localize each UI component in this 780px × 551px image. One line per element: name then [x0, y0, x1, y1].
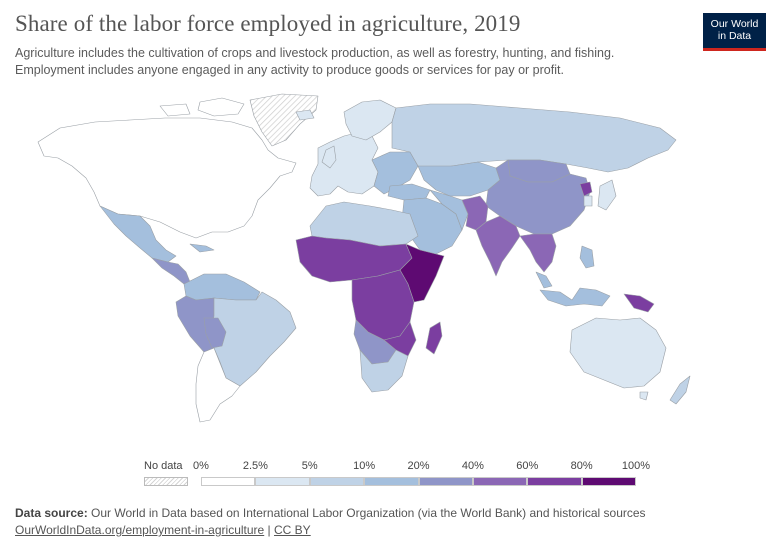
region-mexico [99, 205, 177, 263]
region-arctic-islands [197, 97, 245, 117]
region-india [475, 215, 521, 277]
legend-swatch [255, 477, 310, 486]
logo-line-1: Our World [710, 18, 759, 30]
legend-no-data-label: No data [144, 460, 183, 472]
legend-swatch [418, 477, 473, 486]
source-label: Data source: [15, 506, 88, 520]
region-china [485, 159, 591, 235]
region-new-zealand [669, 375, 691, 405]
source-separator: | [264, 523, 275, 537]
region-north-america [37, 117, 297, 239]
legend-tick-label: 20% [407, 460, 430, 472]
region-north-korea [579, 181, 593, 197]
region-caribbean [189, 243, 215, 253]
region-iran [429, 189, 469, 231]
legend-tick-label: 80% [570, 460, 593, 472]
license-link[interactable]: CC BY [274, 523, 311, 537]
legend-swatch [364, 477, 419, 486]
chart-link[interactable]: OurWorldInData.org/employment-in-agricul… [15, 523, 265, 537]
region-malaysia [535, 271, 553, 289]
subtitle-line-2: Employment includes anyone engaged in an… [15, 63, 564, 77]
region-arctic-islands-2 [159, 103, 191, 117]
region-central-america [151, 257, 191, 285]
region-iceland [295, 109, 315, 121]
legend-tick-label: 0% [193, 460, 209, 472]
legend-swatch [472, 477, 528, 486]
region-bolivia-paraguay [203, 317, 227, 349]
region-europe-east [371, 151, 419, 195]
legend-no-data-swatch [144, 477, 188, 486]
legend-swatch [581, 477, 636, 486]
region-korea-japan [583, 179, 617, 211]
source-text: Our World in Data based on International… [87, 506, 646, 520]
region-greenland [249, 93, 319, 147]
owid-logo[interactable]: Our World in Data [703, 13, 766, 51]
legend-swatch [201, 477, 256, 486]
legend-tick-label: 40% [461, 460, 484, 472]
region-australia [569, 317, 667, 389]
region-argentina [195, 347, 241, 423]
color-legend: No data 0% 2.5% 5% 10% 20% 40% 60% 80% 100% [140, 458, 660, 488]
world-map[interactable] [0, 92, 780, 457]
data-source: Data source: Our World in Data based on … [15, 505, 765, 539]
region-turkey [387, 183, 431, 201]
region-papua-new-guinea [623, 293, 655, 313]
legend-tick-label: 10% [353, 460, 376, 472]
chart-title: Share of the labor force employed in agr… [15, 11, 521, 36]
chart-subtitle: Agriculture includes the cultivation of … [15, 45, 675, 79]
region-southeast-asia [519, 233, 557, 273]
region-uk [321, 145, 337, 169]
legend-tick-label: 2.5% [242, 460, 268, 472]
region-south-africa [359, 349, 409, 393]
region-europe-west [309, 131, 379, 197]
subtitle-line-1: Agriculture includes the cultivation of … [15, 46, 615, 60]
region-ethiopia-somalia [399, 243, 445, 303]
region-philippines [579, 245, 595, 269]
region-scandinavia [343, 99, 397, 141]
legend-tick-label: 60% [516, 460, 539, 472]
legend-tick-label: 100% [621, 460, 651, 472]
legend-tick-label: 5% [301, 460, 318, 472]
logo-line-2: in Data [717, 30, 752, 42]
region-madagascar [425, 321, 443, 355]
region-south-america-north [183, 273, 261, 301]
region-tasmania [639, 391, 649, 401]
legend-swatch [527, 477, 582, 486]
region-russia [391, 103, 677, 173]
legend-swatch [309, 477, 365, 486]
region-indonesia [539, 287, 611, 307]
